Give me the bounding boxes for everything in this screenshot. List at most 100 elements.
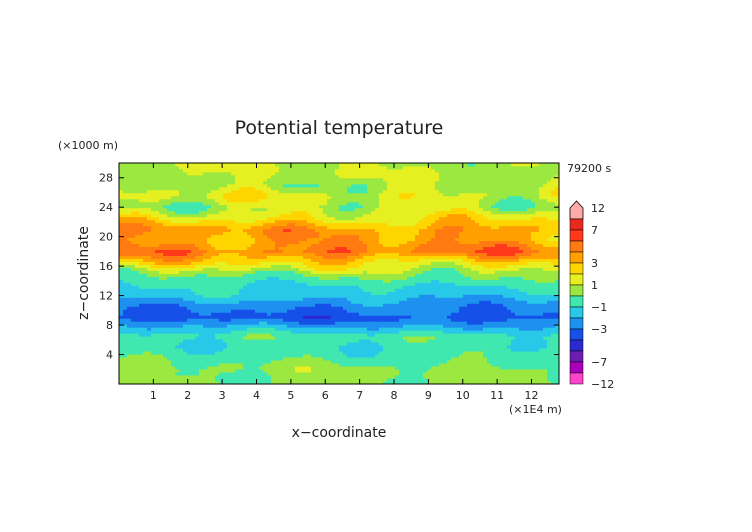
field-cell [435,294,464,298]
field-cell [307,219,324,224]
field-cell [539,189,552,194]
field-cell [247,255,268,259]
field-cell [131,318,188,322]
field-cell [223,339,360,343]
field-cell [543,243,560,248]
field-cell [179,342,228,346]
field-cell [407,276,472,280]
field-cell [275,246,280,251]
field-cell [351,300,400,304]
field-cell [555,324,560,328]
field-cell [507,195,524,200]
field-cell [291,264,308,268]
field-cell [355,258,376,262]
x-tick-label: 9 [425,389,432,402]
field-cell [375,258,400,262]
field-cell [515,252,532,256]
field-cell [531,234,552,239]
field-cell [507,333,552,337]
field-cell [539,195,560,200]
field-cell [499,207,528,212]
field-cell [227,342,348,346]
field-cell [547,375,560,379]
field-cell [319,240,364,245]
field-cell [119,312,124,316]
field-cell [507,306,560,310]
field-cell [199,312,212,316]
field-cell [311,366,396,370]
field-cell [551,261,560,265]
field-cell [183,168,280,173]
field-cell [551,189,560,194]
field-cell [251,225,272,230]
field-cell [487,252,516,256]
field-cell [515,336,544,340]
field-cell [507,264,560,268]
field-cell [183,324,204,328]
field-cell [251,243,276,248]
field-cell [119,213,152,218]
field-cell [119,267,132,271]
field-cell [491,210,536,215]
field-cell [147,216,160,221]
field-cell [403,165,432,170]
field-cell [395,375,424,379]
field-cell [263,363,340,367]
field-cell [463,228,540,233]
field-cell [519,288,560,292]
field-cell [203,324,228,328]
field-cell [427,369,548,373]
field-cell [271,312,360,316]
field-cell [263,228,284,233]
field-cell [131,282,248,286]
field-cell [207,195,224,200]
field-cell [231,309,256,313]
chart-title: Potential temperature [235,117,444,139]
field-cell [555,174,560,179]
field-cell [479,222,560,227]
field-cell [119,309,124,313]
field-cell [315,303,332,307]
field-cell [395,366,432,370]
field-cell [303,261,320,265]
field-cell [207,249,264,253]
field-cell [311,369,400,373]
field-cell [527,207,560,212]
field-cell [415,222,432,227]
field-cell [159,216,268,221]
field-cell [159,276,168,280]
field-cell [491,225,500,230]
field-cell [539,228,560,233]
field-cell [199,369,236,373]
field-cell [531,231,560,236]
field-cell [211,255,248,259]
field-cell [427,240,460,245]
field-cell [295,366,312,370]
field-cell [243,366,260,370]
field-cell [403,324,444,328]
field-cell [119,204,164,209]
field-cell [183,348,224,352]
field-cell [543,267,560,271]
field-cell [539,163,560,167]
field-cell [543,336,560,340]
field-cell [119,291,196,295]
field-cell [431,279,440,283]
field-cell [423,216,440,221]
field-cell [335,168,436,173]
field-cell [199,246,216,251]
field-cell [415,273,464,277]
field-cell [307,282,416,286]
field-cell [467,321,484,325]
field-cell [179,270,256,274]
field-cell [491,204,536,209]
field-cell [227,324,288,328]
field-cell [199,372,220,376]
field-cell [119,285,140,289]
field-cell [119,357,168,361]
field-cell [287,222,296,227]
field-cell [347,201,360,206]
field-cell [531,216,548,221]
field-cell [535,204,560,209]
field-cell [495,243,508,248]
